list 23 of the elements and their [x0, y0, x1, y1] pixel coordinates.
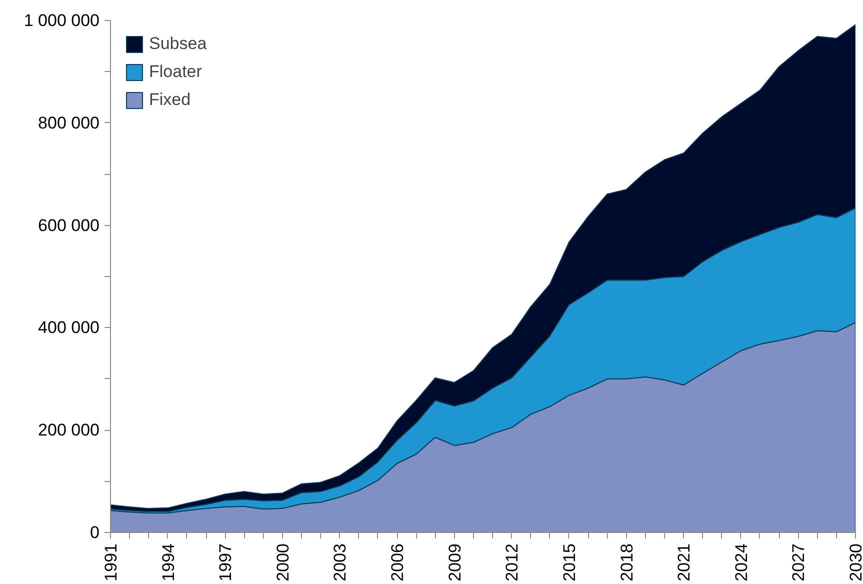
y-tick-label: 800 000 — [38, 113, 100, 132]
x-tick-label: 1994 — [158, 543, 178, 582]
y-tick-label: 400 000 — [38, 318, 100, 338]
x-tick-label: 2003 — [330, 543, 350, 582]
x-tick-label: 2015 — [560, 543, 579, 582]
x-tick-label: 2000 — [273, 543, 292, 582]
y-tick-label: 1 000 000 — [24, 11, 100, 30]
x-tick-label: 2018 — [617, 543, 636, 582]
y-tick-label: 600 000 — [38, 216, 100, 235]
x-tick-label: 2027 — [789, 543, 808, 582]
legend-label: Subsea — [149, 34, 207, 54]
x-tick-label: 2006 — [388, 543, 408, 582]
legend-label: Fixed — [149, 90, 191, 110]
x-tick-label: 1991 — [102, 543, 120, 582]
x-tick-label: 2024 — [732, 543, 751, 582]
x-tick-label: 1997 — [216, 543, 236, 582]
x-tick-label: 2021 — [674, 543, 694, 582]
y-tick-label: 0 — [90, 523, 100, 542]
x-tick-label: 2009 — [445, 543, 464, 582]
x-tick-label: 2012 — [502, 543, 522, 582]
x-tick-label: 2030 — [846, 543, 863, 582]
y-tick-label: 200 000 — [38, 420, 100, 440]
legend-label: Floater — [149, 62, 202, 82]
